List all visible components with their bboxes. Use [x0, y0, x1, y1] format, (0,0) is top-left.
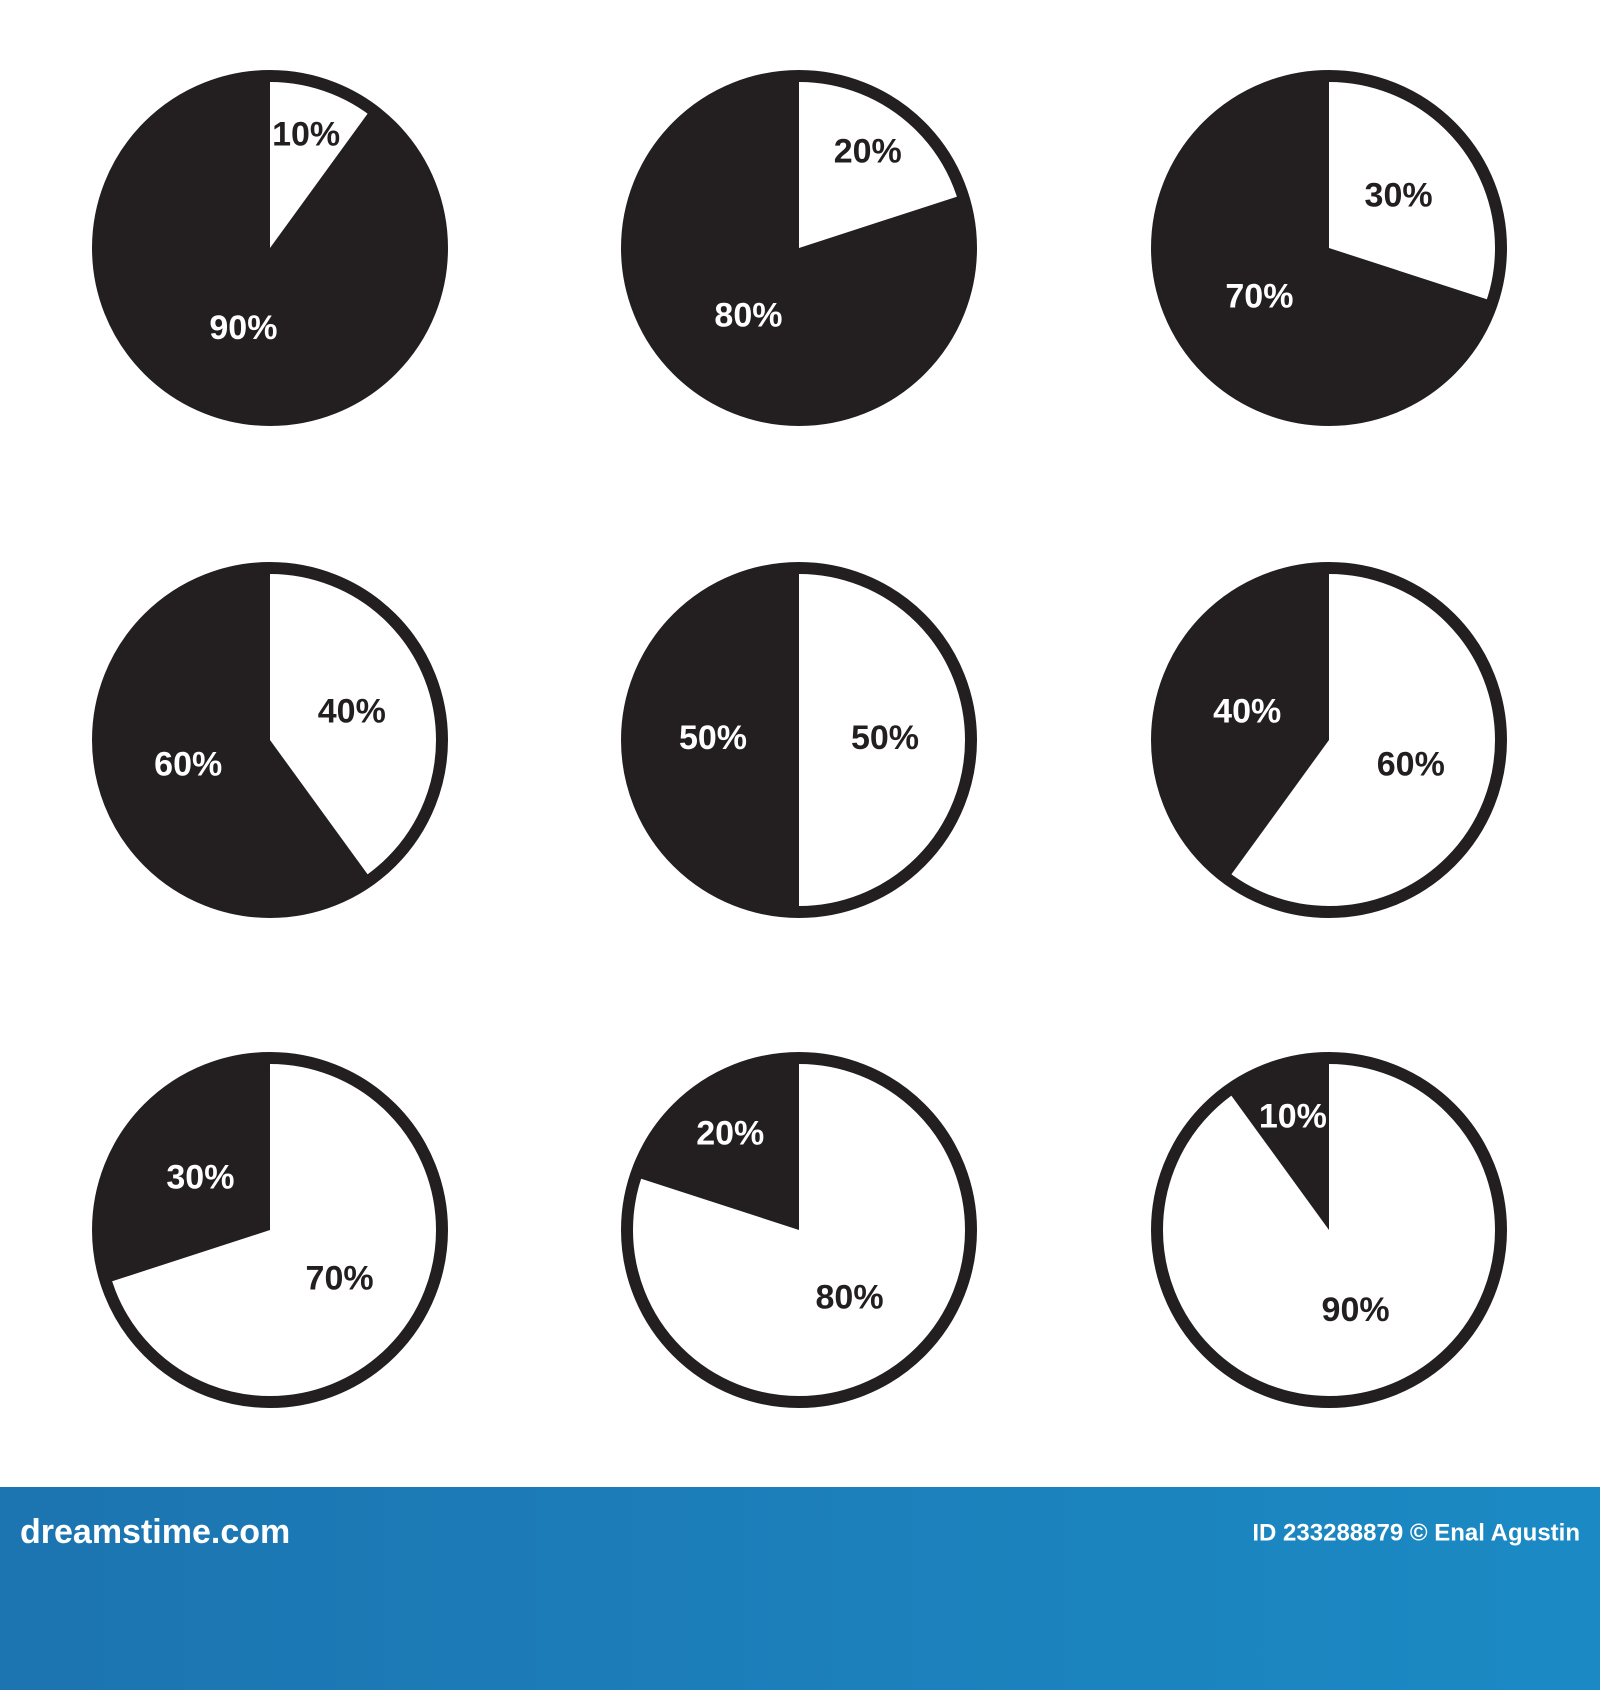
pie-slice — [97, 568, 372, 912]
footer-bar — [0, 1487, 1600, 1690]
pie-slice — [98, 1058, 270, 1284]
pie-slice — [627, 76, 971, 420]
pie-outline — [621, 70, 977, 426]
pie-slice — [1329, 76, 1501, 302]
value-label: 30% — [166, 1158, 234, 1196]
pie-slice — [627, 568, 799, 912]
pie-outline — [1151, 1052, 1507, 1408]
value-label: 20% — [834, 132, 902, 170]
pie-outline — [1151, 70, 1507, 426]
pie-slice — [1227, 1058, 1329, 1230]
value-label: 30% — [1365, 176, 1433, 214]
value-label: 10% — [272, 116, 340, 154]
pie-slice — [1157, 76, 1493, 420]
pie-outline — [1151, 562, 1507, 918]
footer-site: dreamstime.com — [20, 1513, 290, 1551]
pie-slice — [1227, 568, 1501, 912]
pie-slice — [799, 76, 963, 248]
pie-outline — [92, 562, 448, 918]
value-label: 50% — [851, 719, 919, 757]
pie-outline — [621, 1052, 977, 1408]
pie-slice — [1156, 567, 1329, 880]
pie-slice — [97, 76, 442, 420]
footer-credit: ID 233288879 © Enal Agustin — [1252, 1519, 1580, 1546]
value-label: 90% — [1322, 1291, 1390, 1329]
value-label: 20% — [696, 1114, 764, 1152]
value-label: 70% — [1225, 278, 1293, 316]
value-label: 40% — [1213, 692, 1281, 730]
value-label: 40% — [318, 692, 386, 730]
pie-slice — [270, 76, 372, 248]
pie-outline — [92, 1052, 448, 1408]
value-label: 80% — [714, 297, 782, 335]
pie-slice — [627, 1058, 972, 1403]
pie-slice — [270, 568, 442, 880]
value-label: 80% — [816, 1279, 884, 1317]
value-label: 70% — [306, 1260, 374, 1298]
pie-slice — [799, 568, 971, 912]
value-label: 60% — [154, 746, 222, 784]
pie-slice — [1157, 1058, 1502, 1403]
pie-slice — [635, 1058, 799, 1230]
value-label: 50% — [679, 719, 747, 757]
value-label: 60% — [1377, 746, 1445, 784]
value-label: 90% — [209, 309, 277, 347]
pie-slice — [106, 1058, 443, 1402]
pie-outline — [621, 562, 977, 918]
value-label: 10% — [1259, 1098, 1327, 1136]
pie-outline — [92, 70, 448, 426]
